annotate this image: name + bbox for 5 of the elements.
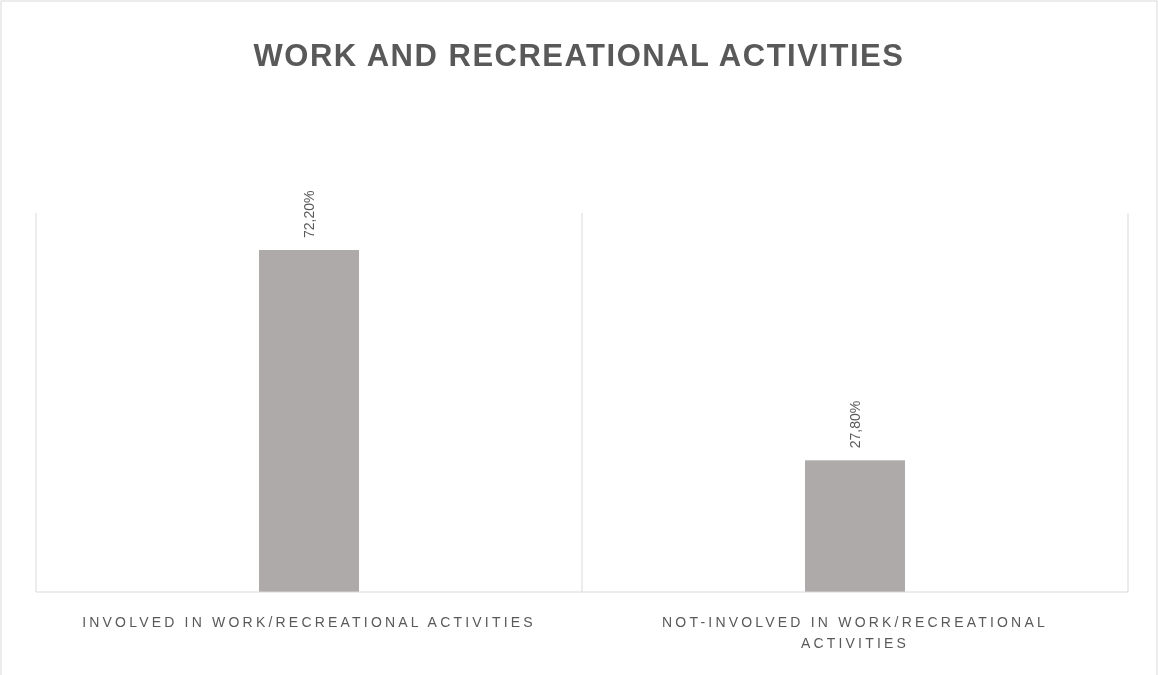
data-label: 72,20% [301,190,317,238]
chart-title: WORK AND RECREATIONAL ACTIVITIES [253,38,905,73]
x-tick-label: INVOLVED IN WORK/RECREATIONAL ACTIVITIES [82,614,536,630]
data-label: 27,80% [847,400,863,449]
x-tick-label: NOT-INVOLVED IN WORK/RECREATIONAL ACTIVITIES [662,614,1048,651]
